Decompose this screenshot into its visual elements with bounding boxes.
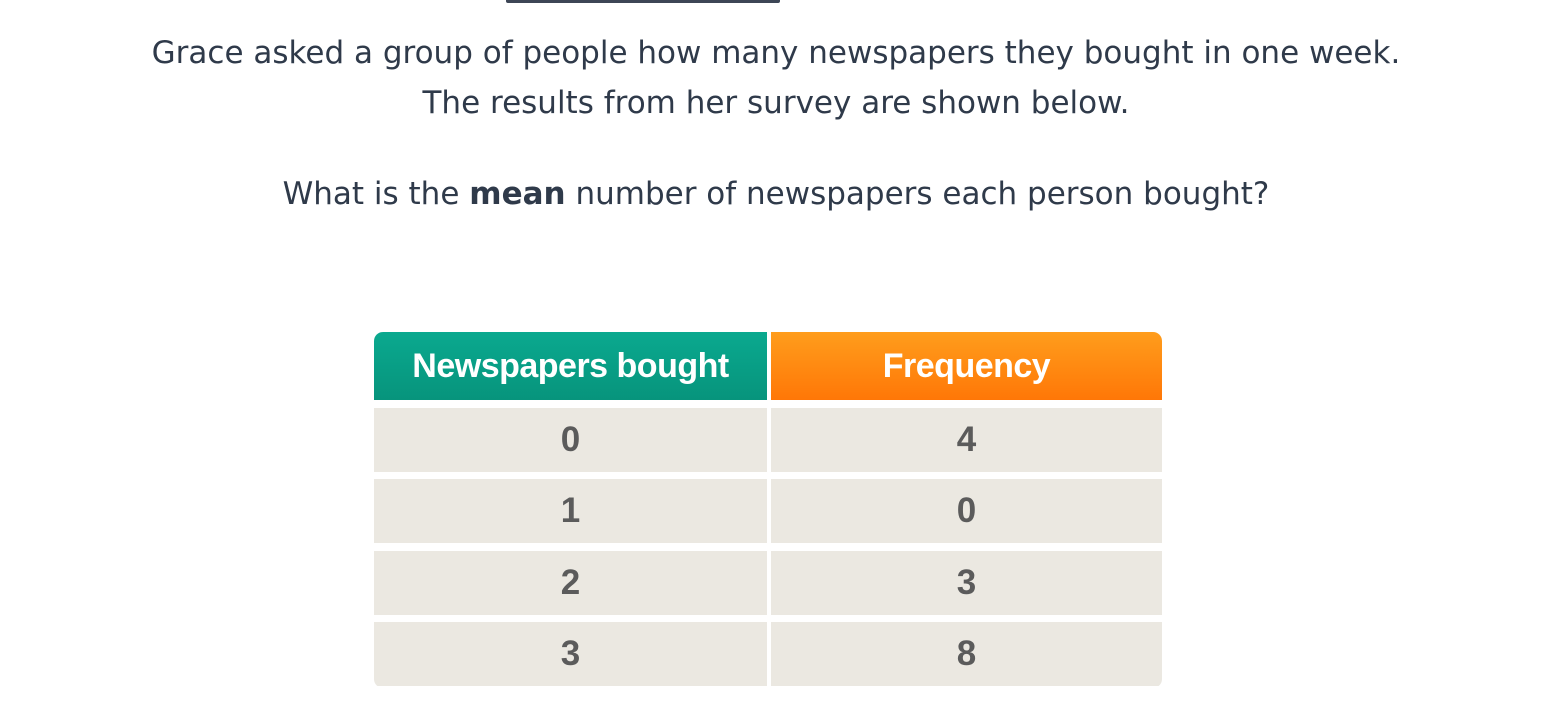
question-intro: Grace asked a group of people how many n…	[151, 35, 1401, 71]
question-context: The results from her survey are shown be…	[422, 85, 1130, 121]
prompt-text-end: number of newspapers each person bought?	[565, 176, 1270, 212]
question-prompt: What is the mean number of newspapers ea…	[0, 174, 1552, 214]
table-cell-frequency: 8	[771, 622, 1162, 686]
table-cell-newspapers: 1	[374, 479, 767, 543]
header-newspapers-bought: Newspapers bought	[374, 332, 767, 400]
table-cell-frequency: 4	[771, 407, 1162, 472]
frequency-table: Newspapers bought Frequency 0 4 1 0 2 3 …	[374, 332, 1162, 688]
prompt-emphasis: mean	[469, 176, 566, 212]
table-cell-newspapers: 3	[374, 622, 767, 686]
top-rule	[506, 0, 780, 3]
table-cell-frequency: 3	[771, 550, 1162, 615]
table-cell-frequency: 0	[771, 479, 1162, 543]
table-cell-newspapers: 0	[374, 407, 767, 472]
header-frequency: Frequency	[771, 332, 1162, 400]
prompt-text-start: What is the	[282, 176, 470, 212]
table-cell-newspapers: 2	[374, 550, 767, 615]
